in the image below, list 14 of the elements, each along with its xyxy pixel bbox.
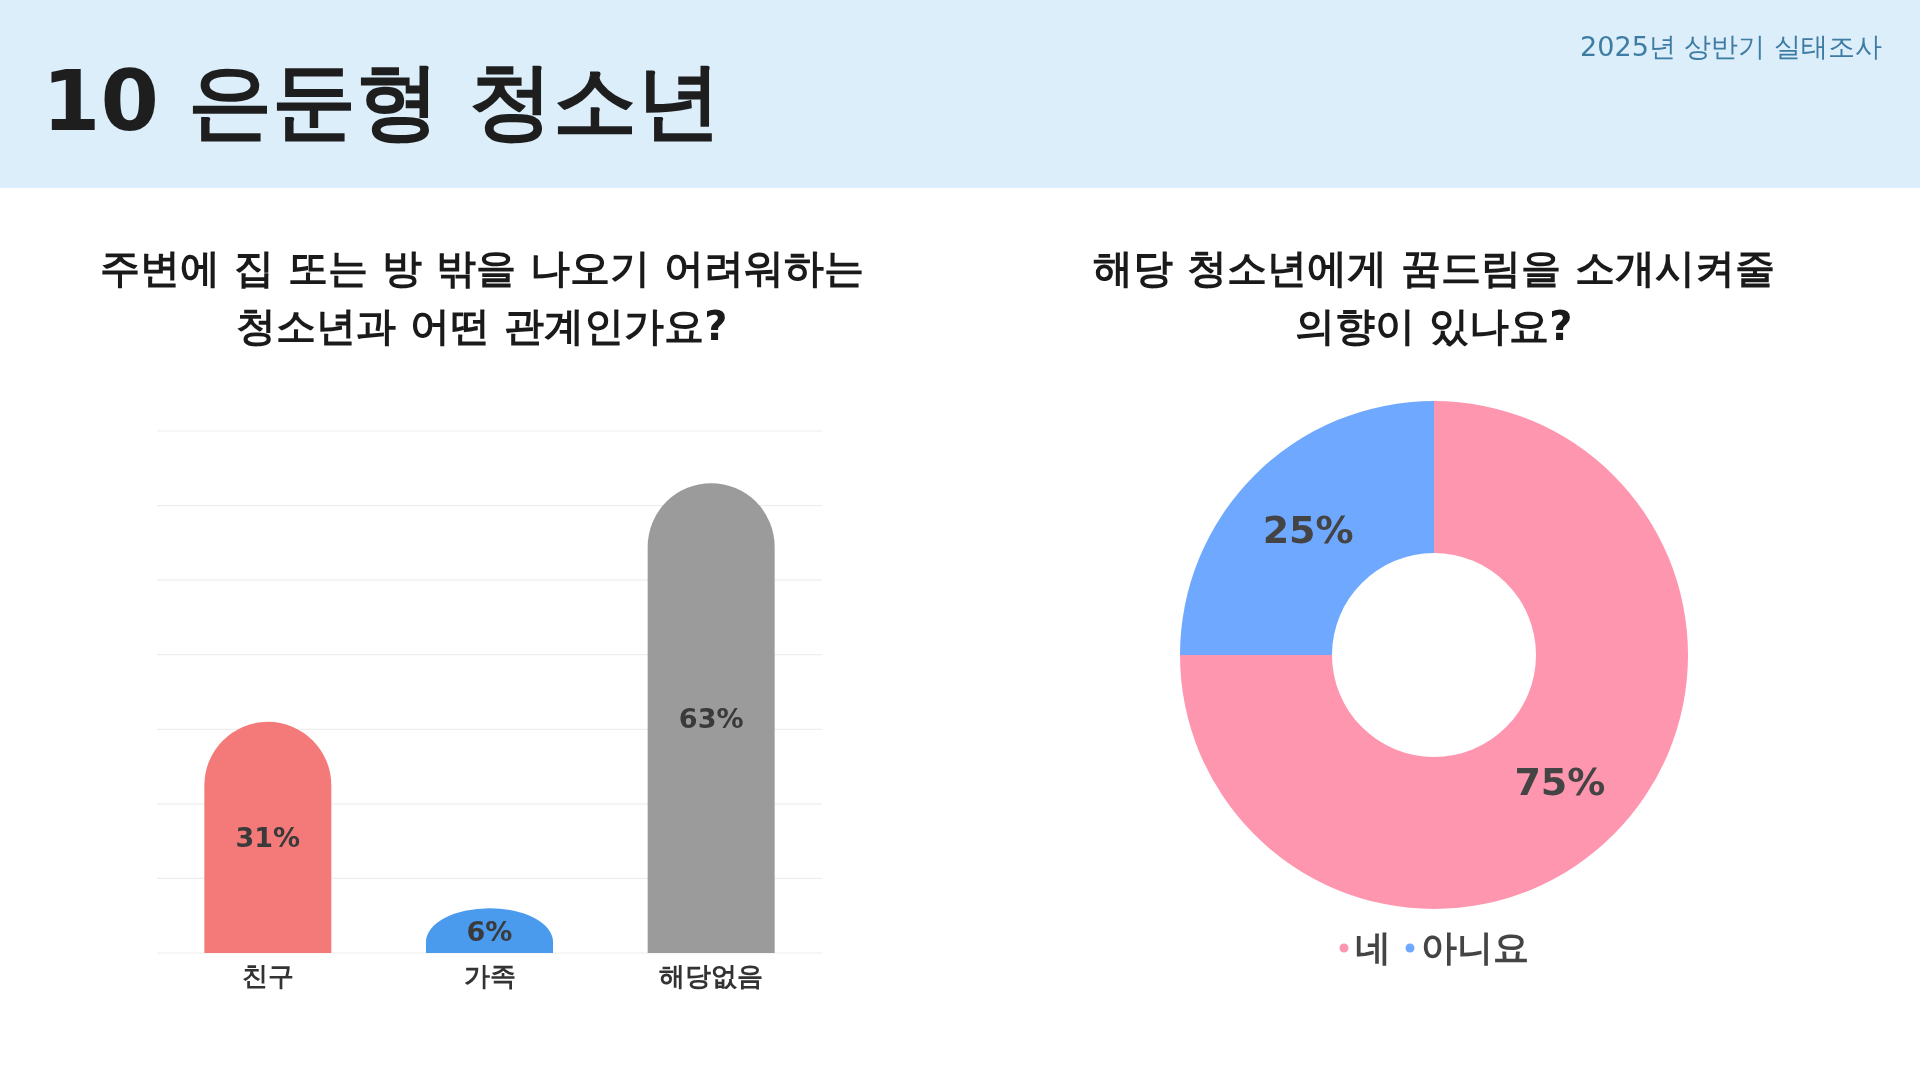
- chart-title: 해당 청소년에게 꿈드림을 소개시켜줄 의향이 있나요?: [1093, 245, 1775, 349]
- data-label: 31%: [235, 822, 301, 854]
- text: 2025년 상반기 실태조사: [1580, 31, 1882, 62]
- x-tick-label: 해당없음: [659, 961, 764, 991]
- data-label: 63%: [678, 703, 744, 735]
- legend-label: 아니요: [1421, 927, 1529, 968]
- data-label: 6%: [466, 915, 513, 947]
- x-tick-label: 가족: [463, 961, 516, 991]
- chart-title: 주변에 집 또는 방 밖을 나오기 어려워하는 청소년과 어떤 관계인가요?: [100, 245, 864, 349]
- legend-label: 네: [1355, 927, 1391, 968]
- data-label: 75%: [1514, 759, 1606, 804]
- x-tick-label: 친구: [241, 961, 294, 991]
- data-label: 25%: [1262, 508, 1354, 553]
- text: 10 은둔형 청소년: [42, 52, 722, 150]
